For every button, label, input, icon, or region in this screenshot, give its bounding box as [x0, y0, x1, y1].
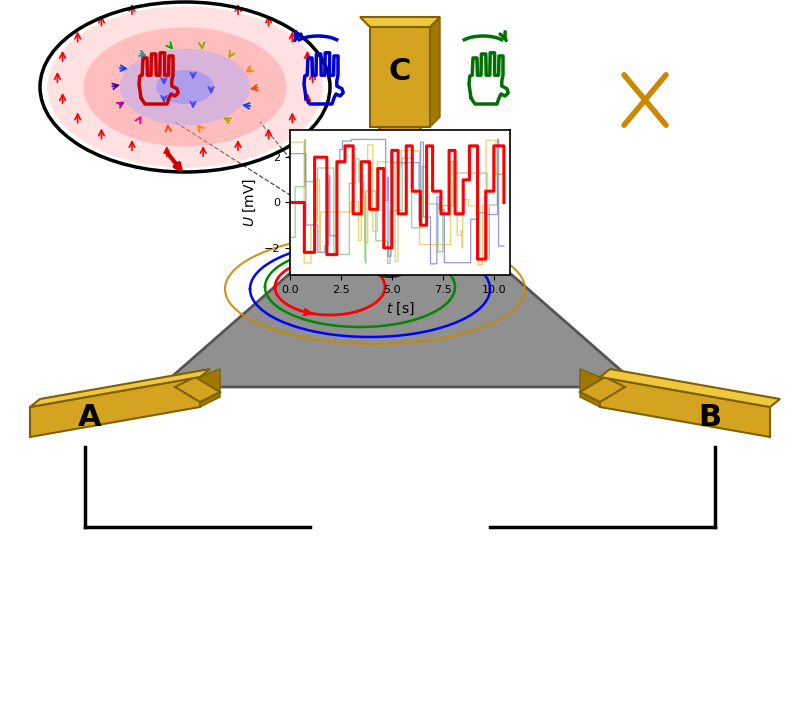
Polygon shape: [430, 17, 440, 127]
Polygon shape: [580, 377, 625, 402]
Polygon shape: [175, 377, 220, 402]
Ellipse shape: [120, 49, 250, 125]
Polygon shape: [30, 377, 200, 437]
Polygon shape: [30, 369, 210, 407]
Text: A: A: [78, 402, 102, 432]
Polygon shape: [600, 377, 770, 437]
Polygon shape: [160, 177, 640, 387]
Polygon shape: [370, 27, 430, 127]
Y-axis label: $U$ [mV]: $U$ [mV]: [242, 178, 258, 227]
Ellipse shape: [368, 247, 412, 277]
X-axis label: $t$ [s]: $t$ [s]: [386, 300, 414, 317]
Text: B: B: [698, 402, 722, 432]
Ellipse shape: [156, 70, 214, 104]
Polygon shape: [360, 127, 440, 177]
Polygon shape: [580, 369, 600, 407]
Ellipse shape: [83, 27, 286, 146]
Text: C: C: [389, 57, 411, 87]
Polygon shape: [600, 369, 780, 407]
Polygon shape: [200, 369, 220, 407]
Polygon shape: [360, 17, 440, 27]
Ellipse shape: [47, 6, 322, 168]
